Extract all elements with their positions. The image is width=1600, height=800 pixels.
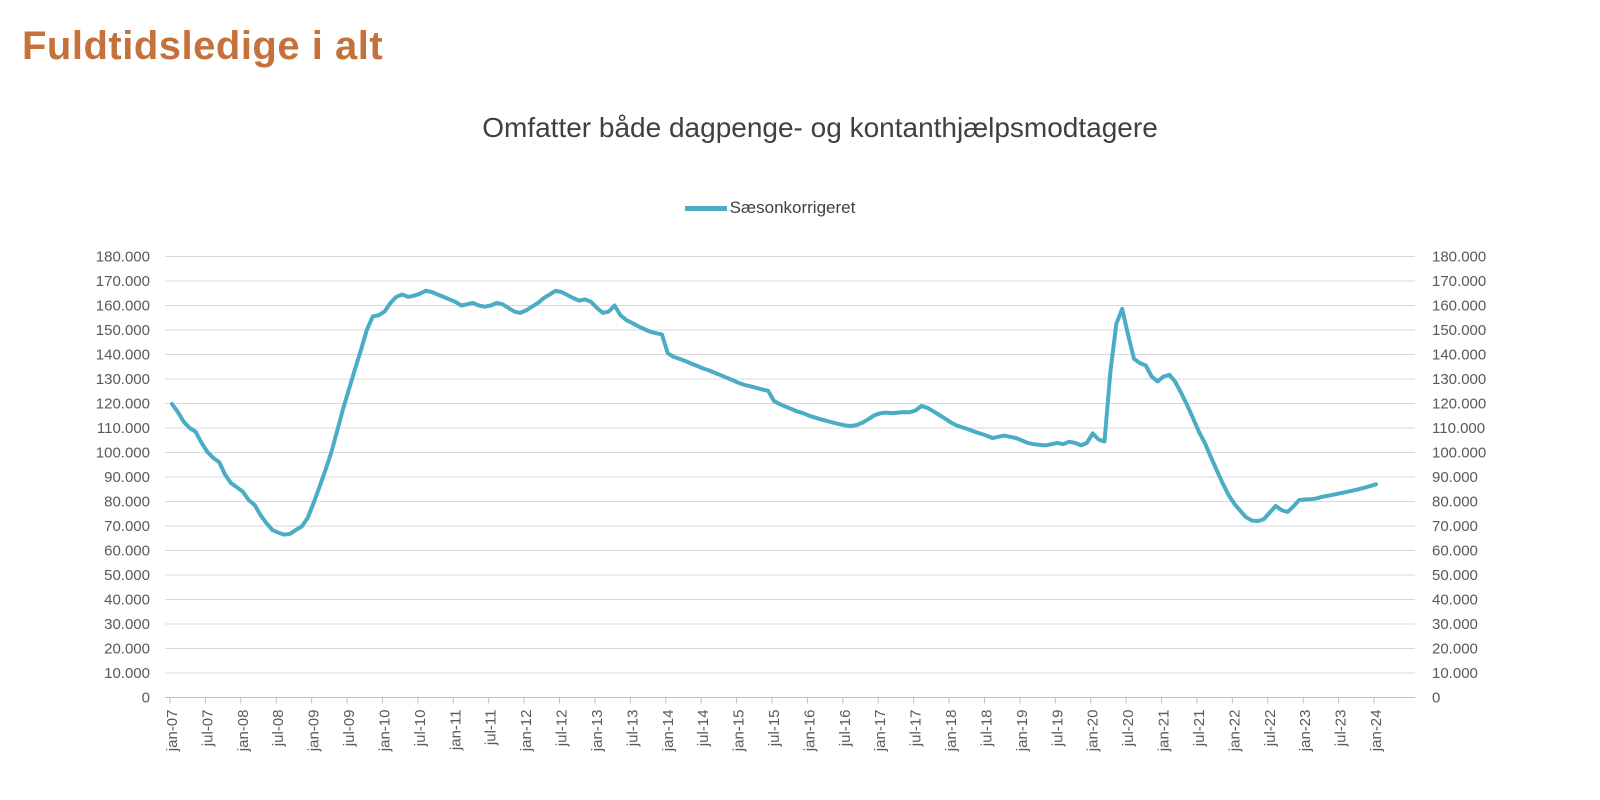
svg-text:120.000: 120.000 bbox=[96, 396, 150, 413]
svg-text:100.000: 100.000 bbox=[96, 445, 150, 462]
svg-text:140.000: 140.000 bbox=[96, 347, 150, 364]
svg-text:jul-22: jul-22 bbox=[1262, 710, 1279, 748]
svg-text:40.000: 40.000 bbox=[104, 592, 150, 609]
svg-text:jan-16: jan-16 bbox=[801, 710, 818, 753]
svg-text:jan-19: jan-19 bbox=[1014, 710, 1031, 753]
y-axis-left-labels: 0 10.000 20.000 30.000 40.000 50.000 60.000 70.… bbox=[96, 249, 150, 707]
x-axis-labels: jan-07 jul-07 jan-08 jul-08 jan-09 jul-09 jan-… bbox=[164, 710, 1385, 753]
svg-text:30.000: 30.000 bbox=[104, 616, 150, 633]
svg-text:0: 0 bbox=[142, 690, 150, 707]
svg-text:jul-13: jul-13 bbox=[624, 710, 641, 748]
svg-text:20.000: 20.000 bbox=[1432, 641, 1478, 658]
svg-text:50.000: 50.000 bbox=[104, 567, 150, 584]
legend: Sæsonkorrigeret bbox=[0, 198, 1540, 218]
svg-text:jul-15: jul-15 bbox=[766, 710, 783, 748]
line-chart: 0 10.000 20.000 30.000 40.000 50.000 60.000 70.… bbox=[96, 249, 1486, 753]
svg-text:jul-09: jul-09 bbox=[341, 710, 358, 748]
x-axis-ticks bbox=[169, 697, 1375, 704]
svg-text:jan-12: jan-12 bbox=[518, 710, 535, 753]
svg-text:130.000: 130.000 bbox=[1432, 371, 1486, 388]
svg-text:80.000: 80.000 bbox=[1432, 494, 1478, 511]
svg-text:jan-10: jan-10 bbox=[376, 710, 393, 753]
svg-text:110.000: 110.000 bbox=[97, 420, 150, 437]
svg-text:90.000: 90.000 bbox=[104, 469, 150, 486]
svg-text:jan-07: jan-07 bbox=[164, 710, 181, 753]
svg-text:jan-17: jan-17 bbox=[872, 710, 889, 753]
svg-text:70.000: 70.000 bbox=[1432, 518, 1478, 535]
svg-text:100.000: 100.000 bbox=[1432, 445, 1486, 462]
svg-text:jul-16: jul-16 bbox=[837, 710, 854, 748]
svg-text:jul-07: jul-07 bbox=[199, 710, 216, 748]
svg-text:160.000: 160.000 bbox=[1432, 298, 1486, 315]
svg-text:180.000: 180.000 bbox=[1432, 249, 1486, 266]
chart-title: Omfatter både dagpenge- og kontanthjælps… bbox=[482, 112, 1158, 143]
svg-text:60.000: 60.000 bbox=[104, 543, 150, 560]
svg-text:jan-18: jan-18 bbox=[943, 710, 960, 753]
svg-text:jul-10: jul-10 bbox=[412, 710, 429, 748]
svg-text:90.000: 90.000 bbox=[1432, 469, 1478, 486]
svg-text:60.000: 60.000 bbox=[1432, 543, 1478, 560]
svg-text:180.000: 180.000 bbox=[96, 249, 150, 266]
svg-text:jan-24: jan-24 bbox=[1368, 710, 1385, 753]
svg-text:jul-19: jul-19 bbox=[1049, 710, 1066, 748]
svg-text:jan-21: jan-21 bbox=[1156, 710, 1173, 753]
svg-text:50.000: 50.000 bbox=[1432, 567, 1478, 584]
svg-text:160.000: 160.000 bbox=[96, 298, 150, 315]
svg-text:110.000: 110.000 bbox=[1432, 420, 1485, 437]
svg-text:80.000: 80.000 bbox=[104, 494, 150, 511]
svg-text:jan-14: jan-14 bbox=[660, 710, 677, 753]
svg-text:jan-09: jan-09 bbox=[306, 710, 323, 753]
svg-text:0: 0 bbox=[1432, 690, 1440, 707]
chart-area: 0 10.000 20.000 30.000 40.000 50.000 60.000 70.… bbox=[0, 230, 1600, 800]
svg-text:jul-18: jul-18 bbox=[978, 710, 995, 748]
svg-text:170.000: 170.000 bbox=[96, 273, 150, 290]
svg-text:140.000: 140.000 bbox=[1432, 347, 1486, 364]
svg-text:jan-22: jan-22 bbox=[1226, 710, 1243, 753]
svg-text:70.000: 70.000 bbox=[104, 518, 150, 535]
legend-line-swatch bbox=[684, 205, 727, 211]
svg-text:150.000: 150.000 bbox=[96, 322, 150, 339]
svg-text:30.000: 30.000 bbox=[1432, 616, 1478, 633]
svg-text:jul-11: jul-11 bbox=[483, 710, 500, 747]
svg-text:jul-20: jul-20 bbox=[1120, 710, 1137, 748]
svg-text:jan-11: jan-11 bbox=[447, 710, 464, 752]
svg-text:jul-14: jul-14 bbox=[695, 710, 712, 748]
svg-text:10.000: 10.000 bbox=[104, 665, 150, 682]
svg-text:120.000: 120.000 bbox=[1432, 396, 1486, 413]
svg-text:20.000: 20.000 bbox=[104, 641, 150, 658]
svg-text:10.000: 10.000 bbox=[1432, 665, 1478, 682]
svg-text:jul-12: jul-12 bbox=[554, 710, 571, 748]
svg-text:jul-23: jul-23 bbox=[1333, 710, 1350, 748]
svg-text:jan-23: jan-23 bbox=[1297, 710, 1314, 753]
svg-text:jul-08: jul-08 bbox=[270, 710, 287, 748]
svg-text:jan-08: jan-08 bbox=[235, 710, 252, 753]
svg-text:jul-17: jul-17 bbox=[908, 710, 925, 748]
page-title: Fuldtidsledige i alt bbox=[22, 24, 384, 68]
series-line-saesonkorrigeret bbox=[170, 288, 1378, 537]
svg-text:130.000: 130.000 bbox=[96, 371, 150, 388]
legend-label: Sæsonkorrigeret bbox=[729, 198, 856, 217]
svg-text:jan-13: jan-13 bbox=[589, 710, 606, 753]
svg-text:jul-21: jul-21 bbox=[1191, 710, 1208, 748]
svg-text:jan-20: jan-20 bbox=[1085, 710, 1102, 753]
svg-text:40.000: 40.000 bbox=[1432, 592, 1478, 609]
svg-text:150.000: 150.000 bbox=[1432, 322, 1486, 339]
gridlines bbox=[165, 256, 1415, 698]
y-axis-right-labels: 0 10.000 20.000 30.000 40.000 50.000 60.000 70.… bbox=[1432, 249, 1486, 707]
svg-text:jan-15: jan-15 bbox=[731, 710, 748, 753]
svg-text:170.000: 170.000 bbox=[1432, 273, 1486, 290]
